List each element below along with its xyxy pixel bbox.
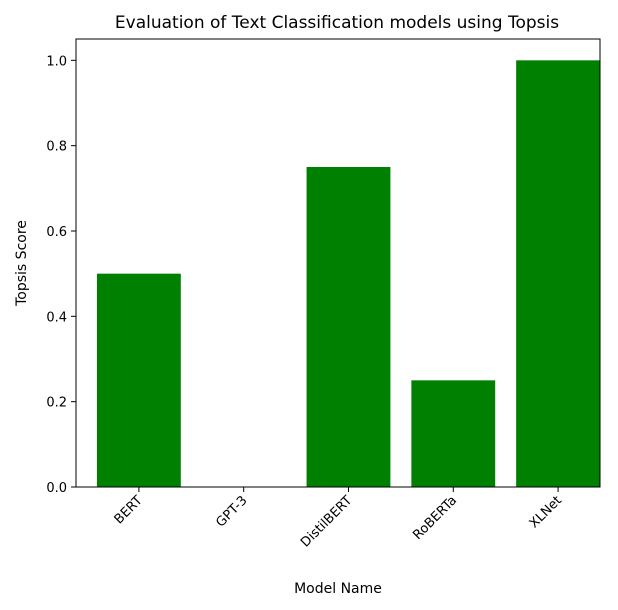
y-axis-label: Topsis Score — [14, 220, 30, 307]
x-tick-label-roberta: RoBERTa — [410, 493, 460, 543]
x-tick-label-xlnet: XLNet — [527, 493, 565, 531]
chart-title: Evaluation of Text Classification models… — [115, 13, 559, 33]
x-tick-label-gpt-3: GPT-3 — [213, 493, 250, 530]
y-tick-label: 0.4 — [46, 310, 67, 325]
y-tick-label: 0.8 — [46, 140, 67, 155]
y-tick-label: 0.0 — [46, 481, 67, 496]
x-axis-label: Model Name — [294, 581, 382, 597]
x-axis: BERT GPT-3 DistilBERT RoBERTa XLNet — [112, 487, 565, 550]
y-tick-label: 0.6 — [46, 225, 67, 240]
bar-distilbert — [306, 167, 391, 487]
x-tick-label-distilbert: DistilBERT — [298, 493, 355, 550]
y-axis: 0.0 0.2 0.4 0.6 0.8 1.0 — [46, 54, 76, 496]
y-tick-label: 1.0 — [46, 54, 67, 69]
bar-xlnet — [516, 60, 600, 487]
y-tick-label: 0.2 — [46, 396, 67, 411]
bar-roberta — [411, 380, 496, 487]
bar-bert — [96, 273, 181, 487]
plot-area — [96, 60, 600, 487]
plot-frame — [75, 38, 601, 488]
x-tick-label-bert: BERT — [112, 493, 146, 527]
